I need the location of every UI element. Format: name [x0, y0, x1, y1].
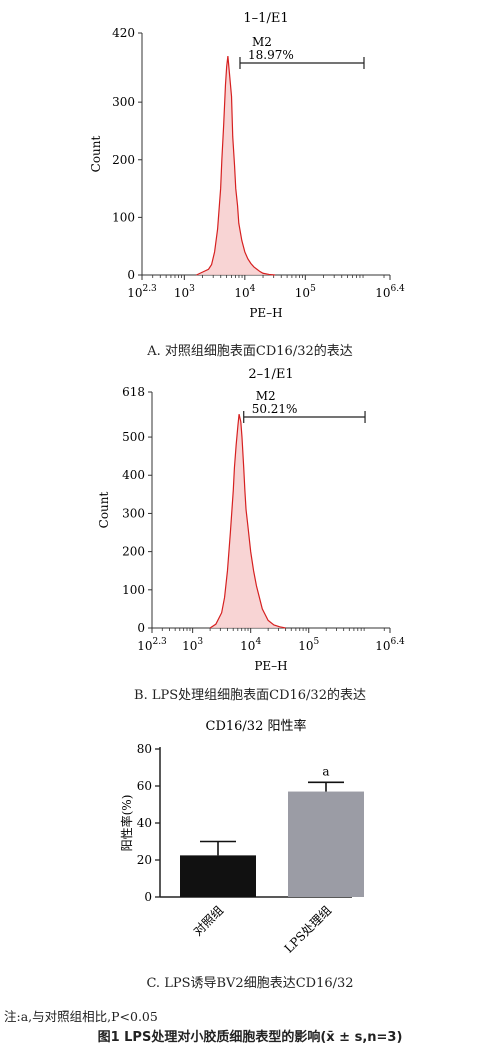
x-axis-label: PE–H: [249, 306, 282, 320]
y-tick-label: 0: [137, 621, 145, 635]
x-tick-label: 106.4: [375, 284, 405, 300]
y-tick-label: 0: [127, 268, 135, 282]
x-tick-label: 104: [240, 637, 261, 653]
x-tick-label: 103: [174, 284, 195, 300]
gate-name: M2: [252, 35, 272, 49]
chart-title: 2–1/E1: [248, 367, 293, 382]
y-tick-label: 40: [137, 816, 152, 830]
x-tick-label: 102.3: [137, 637, 167, 653]
y-tick-label: 100: [122, 583, 145, 597]
histogram-line: [209, 414, 286, 629]
gate-percent: 50.21%: [252, 402, 298, 416]
bar-chart-positive-rate: CD16/32 阳性率 0 20 40 60 80 阳性率(%) 对照组 a LPS处理组: [119, 718, 364, 956]
y-tick-label: 618: [122, 385, 145, 399]
category-label: 对照组: [191, 903, 226, 938]
x-tick-label: 105: [295, 284, 316, 300]
y-tick-label: 20: [137, 853, 152, 867]
caption-a: A. 对照组细胞表面CD16/32的表达: [147, 344, 353, 359]
histogram-fill: [210, 414, 286, 628]
y-tick-label: 100: [112, 210, 135, 224]
histogram-fill: [196, 56, 276, 275]
x-tick-label: 103: [182, 637, 203, 653]
figure-caption: 图1 LPS处理对小胶质细胞表型的影响(x̄ ± s,n=3): [97, 1030, 403, 1045]
x-tick-label: 102.3: [127, 284, 157, 300]
y-axis-label: Count: [97, 491, 111, 528]
y-axis-label: Count: [89, 135, 103, 172]
x-tick-label: 105: [298, 637, 319, 653]
y-tick-label: 300: [122, 506, 145, 520]
chart-title: CD16/32 阳性率: [206, 718, 307, 734]
y-tick-label: 300: [112, 95, 135, 109]
histogram-line: [196, 55, 276, 276]
category-label: LPS处理组: [282, 903, 335, 956]
x-tick-label: 104: [234, 284, 255, 300]
y-tick-label: 0: [144, 890, 152, 904]
chart-title: 1–1/E1: [243, 11, 288, 26]
caption-c: C. LPS诱导BV2细胞表达CD16/32: [146, 976, 354, 991]
y-tick-label: 60: [137, 779, 152, 793]
y-tick-label: 200: [122, 545, 145, 559]
footnote: 注:a,与对照组相比,P<0.05: [4, 1009, 158, 1024]
x-tick-label: 106.4: [375, 637, 405, 653]
gate-name: M2: [256, 389, 276, 403]
bar: [180, 855, 256, 897]
y-tick-label: 500: [122, 430, 145, 444]
bar: [288, 791, 364, 897]
y-tick-label: 400: [122, 468, 145, 482]
histogram-control: 1–1/E1 0 100 200 300 420 102.3 103 104 105 106.4 PE…: [89, 11, 405, 320]
significance-mark: a: [322, 764, 329, 778]
y-axis-label: 阳性率(%): [119, 795, 134, 852]
y-tick-label: 420: [112, 26, 135, 40]
histogram-lps: 2–1/E1 0 100 200 300 400 500 618 102.3 103 104 105 1…: [97, 367, 405, 673]
y-tick-label: 200: [112, 153, 135, 167]
gate-percent: 18.97%: [248, 48, 294, 62]
y-tick-label: 80: [137, 742, 152, 756]
caption-b: B. LPS处理组细胞表面CD16/32的表达: [134, 688, 366, 703]
x-axis-label: PE–H: [254, 659, 287, 673]
